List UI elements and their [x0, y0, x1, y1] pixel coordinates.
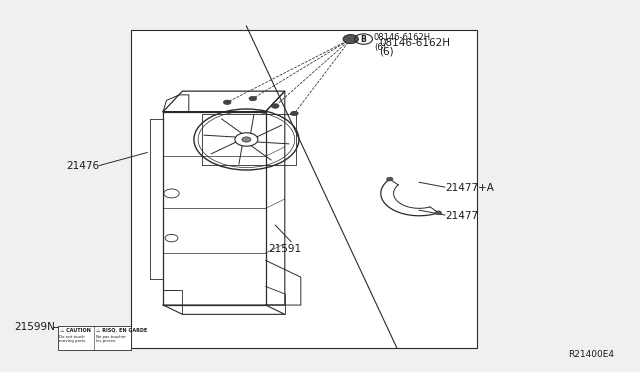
Text: ⚠ CAUTION: ⚠ CAUTION [60, 328, 90, 333]
Bar [131, 30, 477, 348]
Circle shape [435, 211, 442, 215]
Text: 08146-6162H: 08146-6162H [374, 33, 431, 42]
Circle shape [291, 111, 298, 116]
Bar [58, 326, 131, 350]
Text: (6): (6) [374, 43, 386, 52]
Circle shape [235, 133, 258, 146]
Text: 08146-6162H: 08146-6162H [380, 38, 451, 48]
Circle shape [343, 35, 358, 44]
Text: 21477: 21477 [445, 211, 478, 221]
Text: 21476: 21476 [66, 161, 99, 170]
Circle shape [387, 177, 393, 181]
Circle shape [249, 96, 257, 101]
Circle shape [223, 100, 231, 105]
Text: (6): (6) [380, 46, 394, 56]
Text: ⚠ RISQ. EN GARDE: ⚠ RISQ. EN GARDE [96, 328, 148, 333]
Text: B: B [361, 35, 366, 44]
Text: 21599N: 21599N [14, 323, 55, 332]
Text: Do not touch
moving parts.: Do not touch moving parts. [59, 335, 86, 343]
Circle shape [242, 137, 251, 142]
Text: 21591: 21591 [268, 244, 301, 254]
Text: Ne pas toucher
les pieces.: Ne pas toucher les pieces. [96, 335, 125, 343]
Text: 21477+A: 21477+A [445, 183, 493, 193]
Text: R21400E4: R21400E4 [568, 350, 614, 359]
Circle shape [271, 104, 279, 108]
